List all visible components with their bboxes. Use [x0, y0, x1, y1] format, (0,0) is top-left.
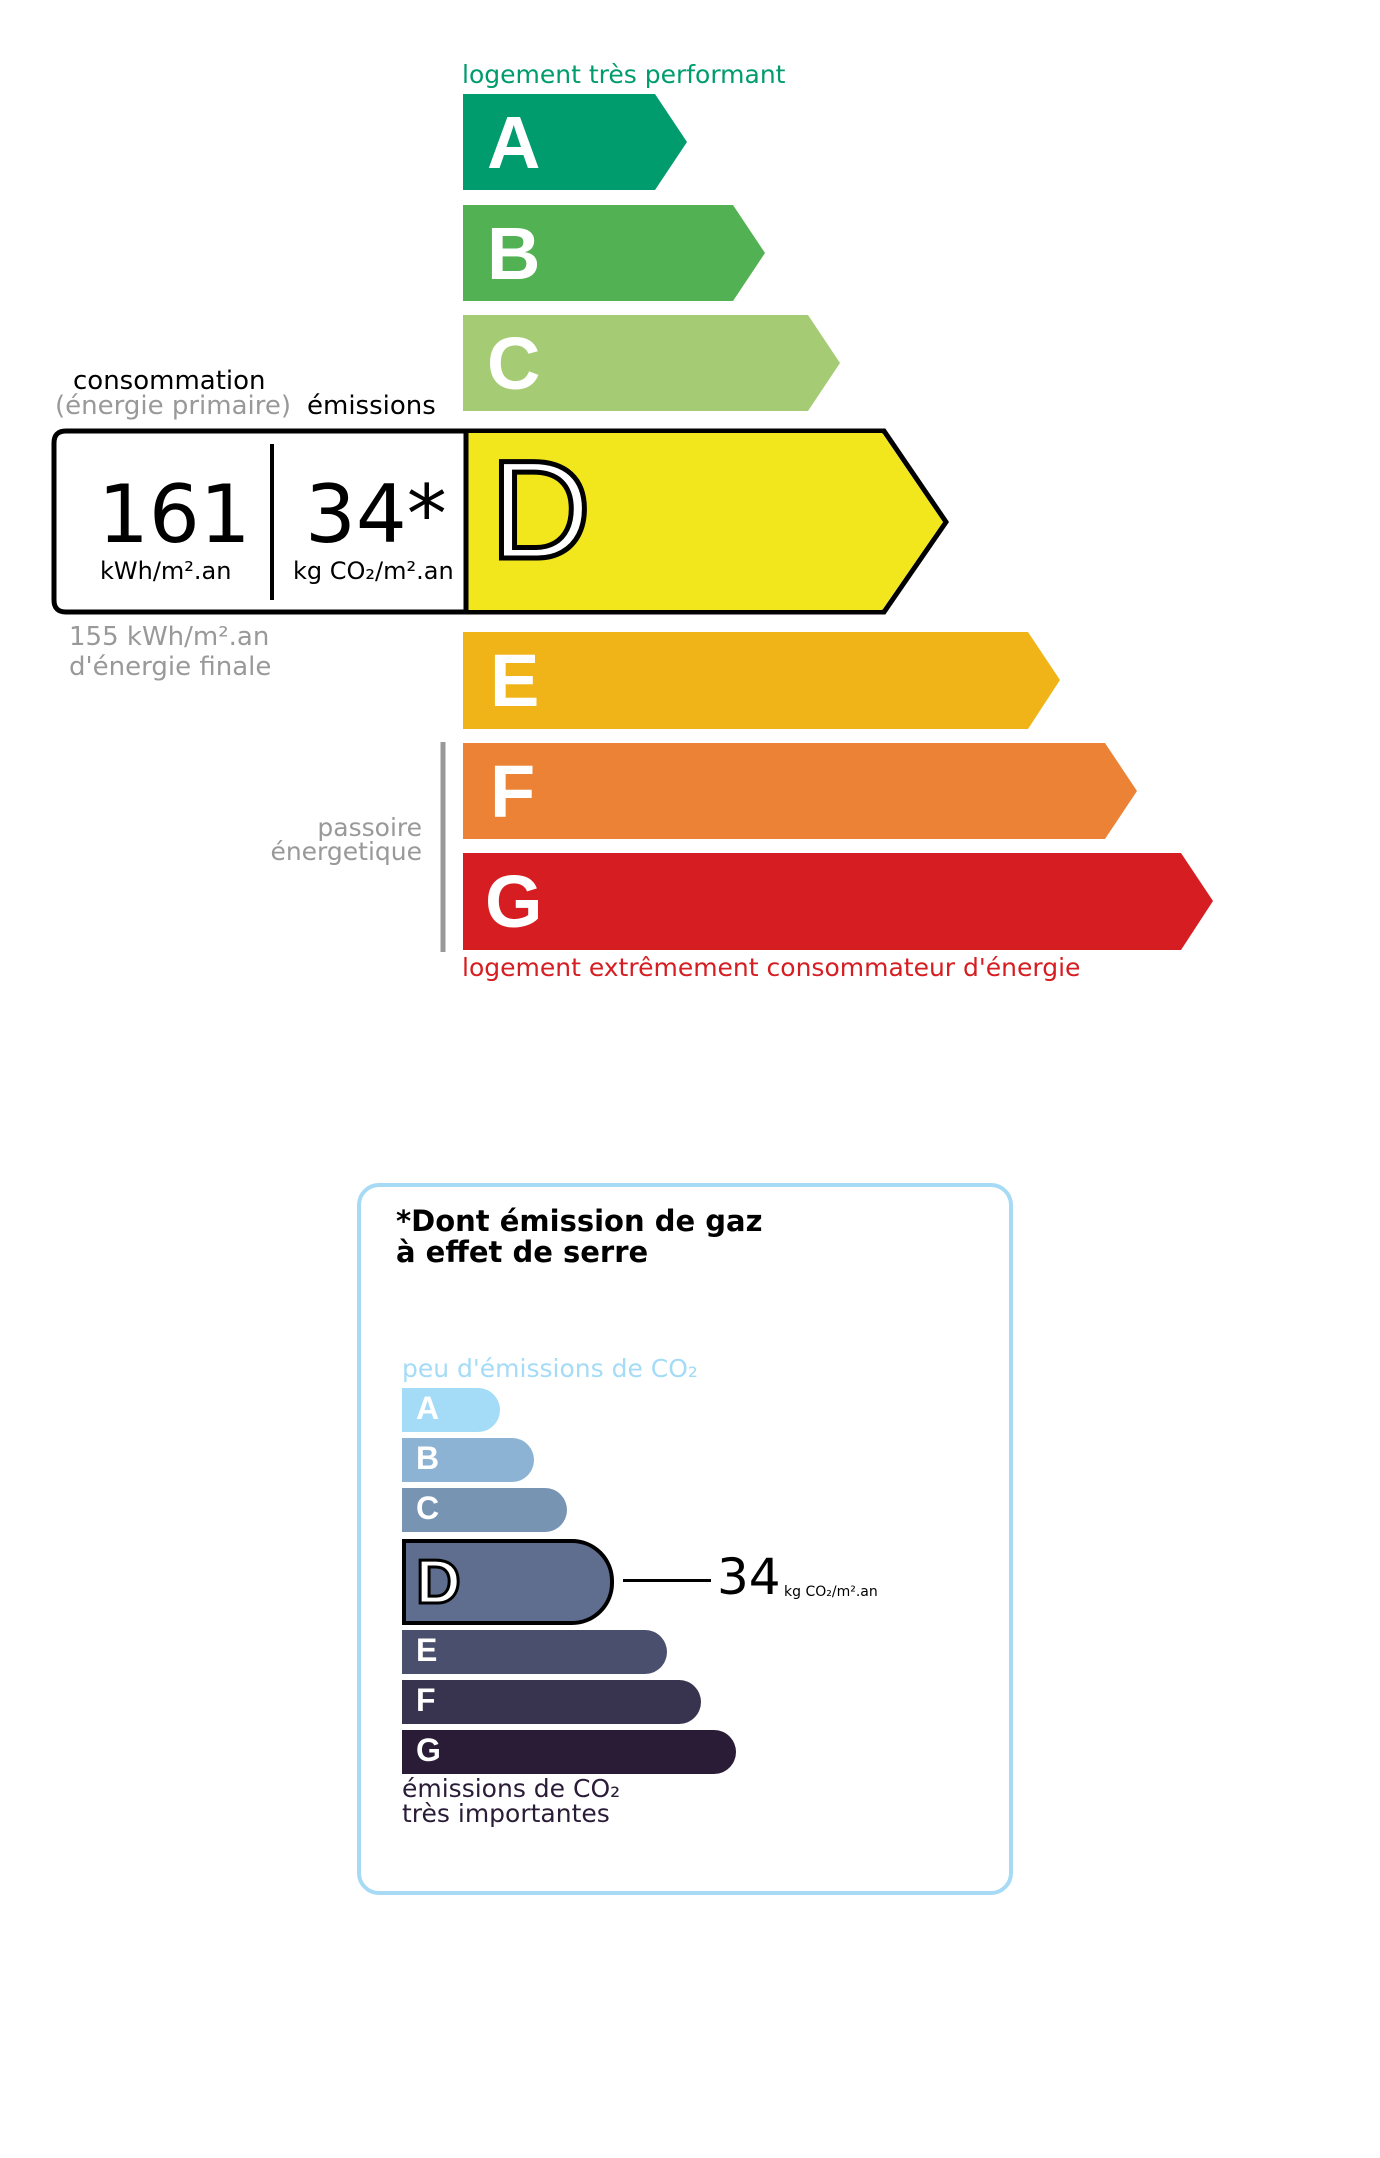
ghg-letter-c: C [416, 1490, 440, 1526]
energy-top-label: logement très performant [462, 60, 786, 89]
ghg-bottom-label-1: émissions de CO₂ [402, 1774, 621, 1803]
ghg-letter-d: D [415, 1547, 463, 1619]
energy-bottom-label: logement extrêmement consommateur d'éner… [462, 953, 1081, 982]
ghg-unit: kg CO₂/m².an [784, 1584, 878, 1600]
energy-letter-a: A [487, 101, 541, 184]
emissions-value: 34* [305, 468, 447, 561]
ghg-bar-f: F [402, 1680, 701, 1724]
ghg-letter-a: A [416, 1390, 440, 1426]
energy-bar-d [467, 433, 943, 610]
energy-bar-c [463, 315, 840, 411]
consumption-unit: kWh/m².an [100, 557, 232, 585]
energy-letter-e: E [490, 639, 540, 722]
energy-letter-c: C [487, 322, 541, 405]
ghg-letter-g: G [416, 1732, 441, 1768]
ghg-bar-b: B [402, 1438, 534, 1482]
emissions-label: émissions [307, 391, 436, 421]
energy-scale [51, 94, 1213, 952]
ghg-top-label: peu d'émissions de CO₂ [402, 1354, 698, 1383]
ghg-title-2: à effet de serre [396, 1235, 649, 1269]
energy-letter-b: B [487, 212, 541, 295]
consumption-sublabel: (énergie primaire) [55, 391, 291, 421]
consumption-value: 161 [98, 468, 251, 561]
ghg-pointer-line [623, 1579, 711, 1582]
ghg-letter-f: F [416, 1682, 436, 1718]
ghg-bar-g: G [402, 1730, 736, 1774]
final-energy-label: d'énergie finale [69, 652, 272, 682]
ghg-bar-e: E [402, 1630, 667, 1674]
energy-bar-g [463, 853, 1213, 950]
energy-letter-g: G [485, 860, 543, 943]
passoire-label-1: passoire [317, 813, 422, 842]
ghg-bar-a: A [402, 1388, 500, 1432]
energy-bar-e [463, 632, 1060, 729]
ghg-title-1: *Dont émission de gaz [396, 1204, 763, 1238]
energy-letter-d: D [487, 431, 593, 588]
passoire-label-2: énergetique [270, 837, 422, 866]
energy-bar-f [463, 743, 1137, 839]
ghg-bar-c: C [402, 1488, 567, 1532]
ghg-letter-e: E [416, 1632, 438, 1668]
energy-letter-f: F [490, 750, 536, 833]
consumption-label: consommation [73, 366, 266, 396]
ghg-value: 34 [717, 1548, 781, 1606]
emissions-unit: kg CO₂/m².an [293, 557, 454, 585]
ghg-letter-b: B [416, 1440, 440, 1476]
energy-bar-b [463, 205, 765, 301]
ghg-bottom-label-2: très importantes [402, 1799, 610, 1828]
ghg-bar-d: D [402, 1539, 614, 1625]
energy-bar-a [463, 94, 687, 190]
final-energy-value: 155 kWh/m².an [69, 622, 270, 652]
ghg-panel [357, 1183, 1013, 1895]
